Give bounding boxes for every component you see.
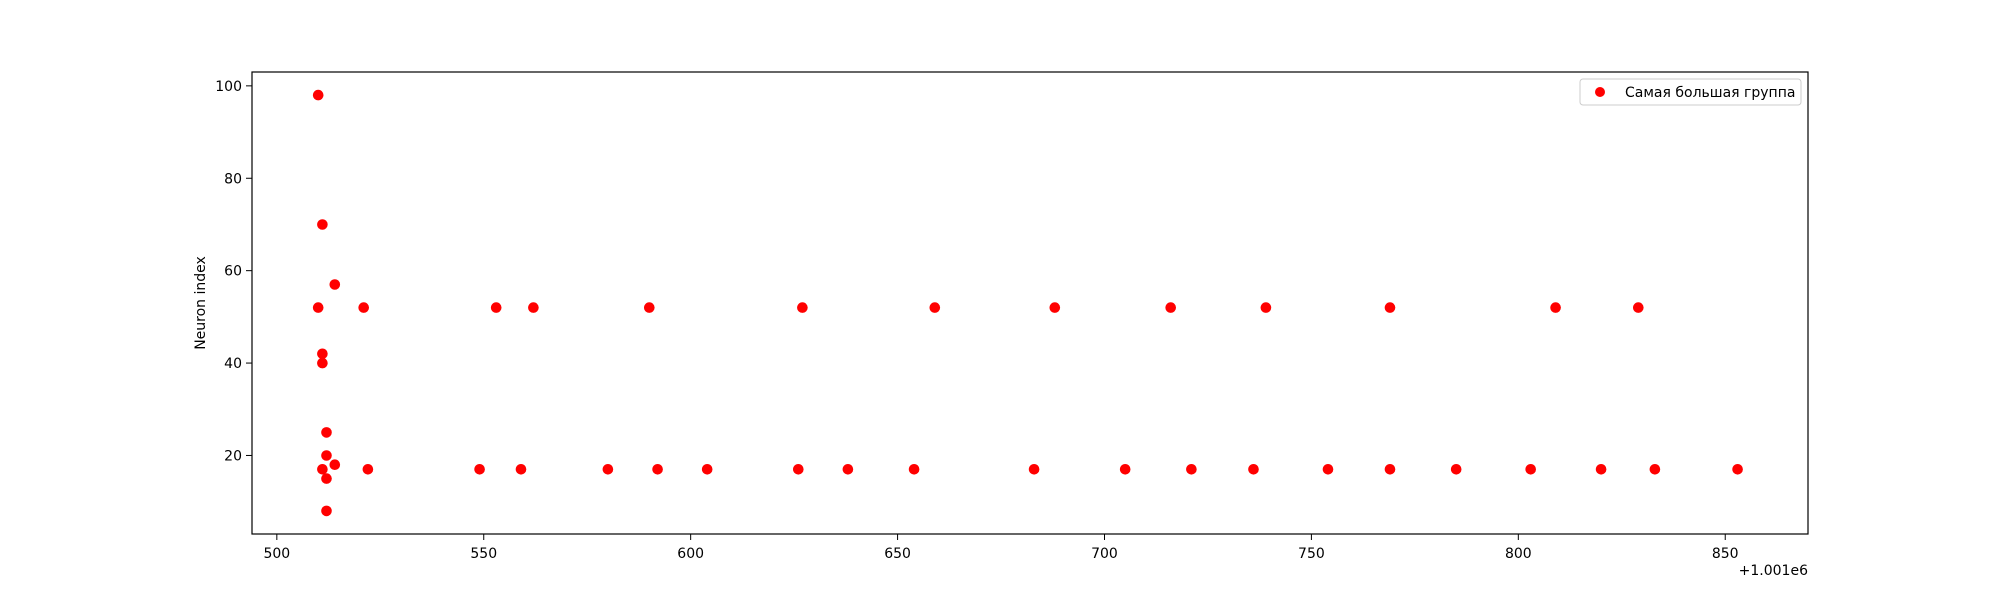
data-point bbox=[1322, 464, 1334, 475]
data-point bbox=[321, 427, 332, 438]
x-axis-offset-label: +1.001e6 bbox=[1739, 563, 1808, 579]
y-tick-label: 20 bbox=[224, 448, 242, 464]
data-point bbox=[652, 464, 663, 475]
data-point bbox=[1525, 464, 1536, 475]
data-point bbox=[1384, 302, 1396, 313]
x-tick-label: 700 bbox=[1091, 546, 1118, 562]
data-point bbox=[329, 279, 341, 290]
legend-marker bbox=[1595, 87, 1605, 97]
data-point bbox=[362, 464, 374, 475]
y-tick-label: 80 bbox=[224, 171, 242, 187]
y-axis-ticks: 20 40 60 80 100 bbox=[215, 79, 252, 464]
data-point bbox=[358, 302, 370, 313]
data-point bbox=[312, 302, 324, 313]
x-tick-label: 850 bbox=[1712, 546, 1739, 562]
data-point bbox=[701, 464, 713, 475]
legend: Самая большая группа bbox=[1579, 78, 1802, 106]
data-point bbox=[317, 219, 328, 230]
data-point bbox=[1260, 302, 1272, 313]
x-axis-ticks: 500 550 600 650 700 750 800 850 bbox=[263, 534, 1739, 562]
y-tick-label: 40 bbox=[224, 356, 242, 372]
x-tick-label: 650 bbox=[884, 546, 911, 562]
data-point bbox=[797, 302, 808, 313]
x-tick-label: 750 bbox=[1298, 546, 1325, 562]
data-point bbox=[490, 302, 502, 313]
data-point bbox=[1186, 464, 1197, 475]
x-tick-label: 550 bbox=[470, 546, 497, 562]
y-tick-label: 100 bbox=[215, 79, 242, 95]
data-point bbox=[1595, 464, 1607, 475]
data-point bbox=[793, 464, 804, 475]
data-point bbox=[1119, 464, 1131, 475]
data-point bbox=[602, 464, 614, 475]
data-point bbox=[929, 302, 941, 313]
data-point bbox=[317, 464, 328, 475]
data-point bbox=[312, 89, 324, 101]
data-point bbox=[317, 357, 328, 369]
legend-label: Самая большая группа bbox=[1625, 85, 1795, 101]
data-point bbox=[1028, 464, 1040, 475]
data-point bbox=[1384, 464, 1396, 475]
data-point bbox=[842, 464, 854, 475]
data-point bbox=[908, 464, 920, 475]
data-point bbox=[317, 348, 328, 360]
plot-area bbox=[251, 71, 1809, 535]
data-point bbox=[1732, 464, 1743, 475]
data-point bbox=[474, 464, 485, 475]
data-point bbox=[321, 505, 332, 517]
data-point bbox=[321, 450, 332, 461]
y-axis-label: Neuron index bbox=[193, 256, 209, 350]
data-point bbox=[1248, 464, 1259, 475]
x-tick-label: 500 bbox=[263, 546, 290, 562]
legend-box bbox=[1579, 78, 1802, 106]
data-point bbox=[1165, 302, 1176, 313]
y-tick-label: 60 bbox=[224, 264, 242, 280]
data-point bbox=[329, 459, 341, 471]
data-point bbox=[644, 302, 655, 313]
data-point bbox=[1633, 302, 1644, 313]
data-point bbox=[1649, 464, 1661, 475]
data-point bbox=[1450, 464, 1462, 475]
data-points bbox=[312, 89, 1743, 517]
data-point bbox=[1049, 302, 1061, 313]
x-tick-label: 600 bbox=[677, 546, 704, 562]
data-point bbox=[515, 464, 527, 475]
data-point bbox=[321, 473, 332, 484]
data-point bbox=[1550, 302, 1561, 313]
data-point bbox=[528, 302, 539, 313]
x-tick-label: 800 bbox=[1505, 546, 1532, 562]
